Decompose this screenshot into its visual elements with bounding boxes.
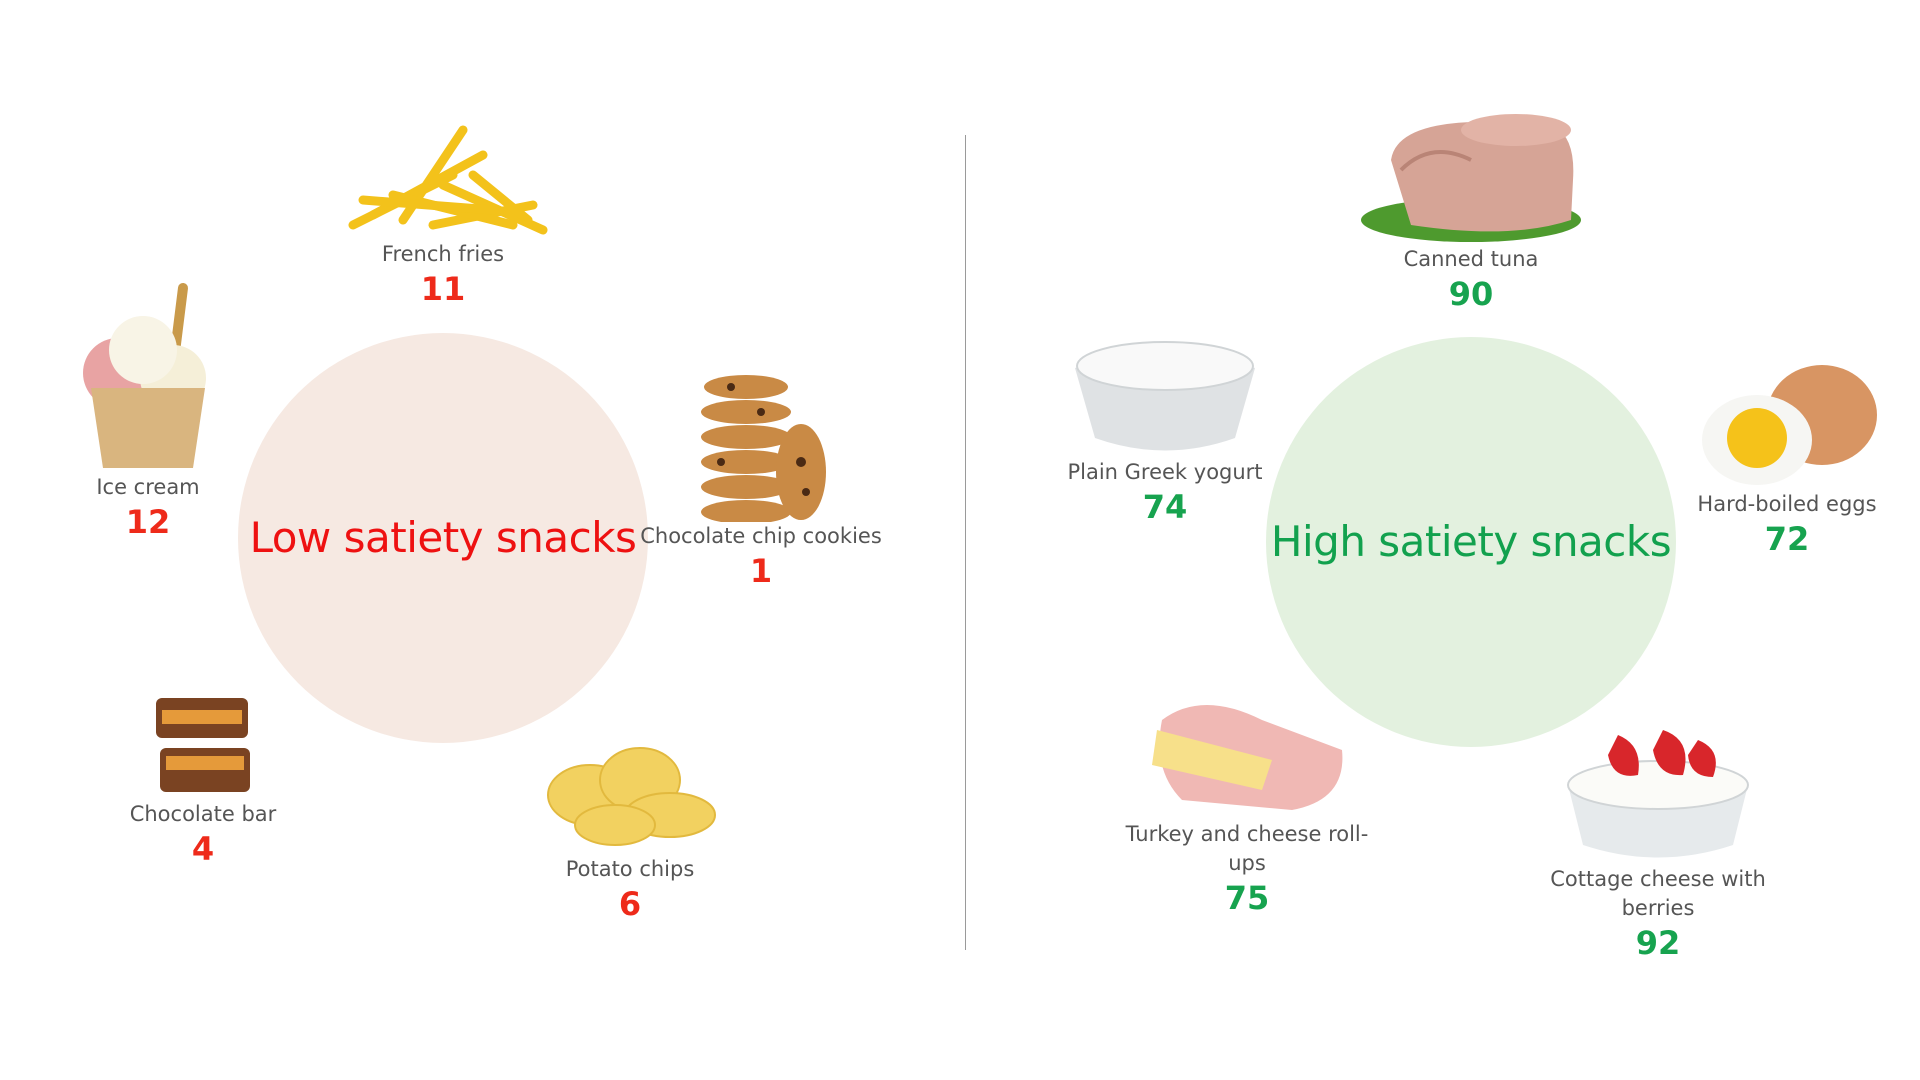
turkey-rollups-image (1152, 705, 1343, 810)
snack-chocolate-chip-cookies: Chocolate chip cookies 1 (631, 362, 891, 591)
satiety-score: 1 (749, 552, 773, 590)
satiety-score: 72 (1764, 520, 1810, 558)
snack-hard-boiled-eggs: Hard-boiled eggs 72 (1657, 360, 1917, 559)
snack-name: Chocolate chip cookies (640, 524, 882, 548)
high-satiety-circle: High satiety snacks (1266, 337, 1676, 747)
snack-chocolate-bar: Chocolate bar 4 (73, 690, 333, 869)
snack-name: Turkey and cheese roll-ups (1125, 822, 1369, 875)
low-satiety-circle: Low satiety snacks (238, 333, 648, 743)
snack-name: Canned tuna (1403, 247, 1539, 271)
satiety-score: 74 (1142, 488, 1188, 526)
satiety-score: 90 (1448, 275, 1494, 313)
satiety-score: 75 (1224, 879, 1270, 917)
snack-french-fries: French fries 11 (313, 115, 573, 309)
ice-cream-image (83, 283, 206, 468)
snack-potato-chips: Potato chips 6 (500, 730, 760, 924)
snack-cottage-cheese-berries: Cottage cheese with berries 92 (1528, 715, 1788, 963)
snack-name: Cottage cheese with berries (1550, 867, 1766, 920)
cookies-image (701, 375, 826, 522)
snack-turkey-cheese-rollups: Turkey and cheese roll-ups 75 (1117, 690, 1377, 918)
satiety-score: 11 (420, 270, 466, 308)
eggs-image (1702, 365, 1877, 485)
satiety-score: 4 (191, 830, 215, 868)
snack-canned-tuna: Canned tuna 90 (1341, 100, 1601, 314)
canned-tuna-image (1361, 114, 1581, 242)
chocolate-bar-image (156, 698, 250, 792)
low-satiety-title: Low satiety snacks (249, 513, 637, 562)
snack-plain-greek-yogurt: Plain Greek yogurt 74 (1035, 318, 1295, 527)
high-satiety-title: High satiety snacks (1270, 517, 1672, 566)
snack-name: Potato chips (565, 857, 695, 881)
snack-name: Plain Greek yogurt (1067, 460, 1263, 484)
snack-name: Chocolate bar (129, 802, 277, 826)
snack-name: French fries (381, 242, 505, 266)
snack-name: Ice cream (96, 475, 200, 499)
french-fries-image (348, 125, 548, 235)
potato-chips-image (547, 747, 716, 846)
snack-name: Hard-boiled eggs (1697, 492, 1877, 516)
satiety-score: 6 (618, 885, 642, 923)
satiety-score: 92 (1635, 924, 1681, 962)
divider (965, 135, 966, 950)
snack-ice-cream: Ice cream 12 (18, 278, 278, 542)
satiety-score: 12 (125, 503, 171, 541)
cottage-cheese-image (1567, 730, 1749, 858)
greek-yogurt-image (1075, 341, 1255, 451)
